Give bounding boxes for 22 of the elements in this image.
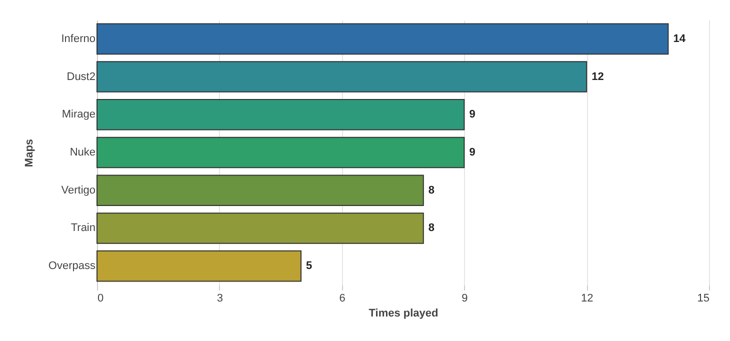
y-tick-label: Inferno [61,32,96,45]
x-axis-title: Times played [368,308,438,320]
x-tick-label: 9 [462,292,468,304]
data-label: 9 [469,108,476,121]
x-tick-label: 15 [697,292,710,304]
x-tick-label: 0 [98,292,104,304]
data-label: 9 [469,146,476,158]
y-tick-label: Mirage [62,108,96,121]
x-tick-label: 6 [339,292,346,304]
data-label: 14 [673,32,686,45]
y-tick-label: Vertigo [61,184,96,196]
x-tick-label: 12 [580,292,594,304]
y-tick-label: Train [70,222,96,234]
y-tick-label: Nuke [70,146,96,158]
data-label: 8 [428,222,435,234]
data-label: 8 [428,184,435,196]
x-tick-label: 3 [216,292,223,304]
y-tick-label: Overpass [48,260,96,272]
y-tick-label: Dust2 [66,70,96,83]
data-label: 12 [592,70,604,83]
y-axis-title: Maps [23,138,36,168]
data-label: 5 [306,260,312,272]
